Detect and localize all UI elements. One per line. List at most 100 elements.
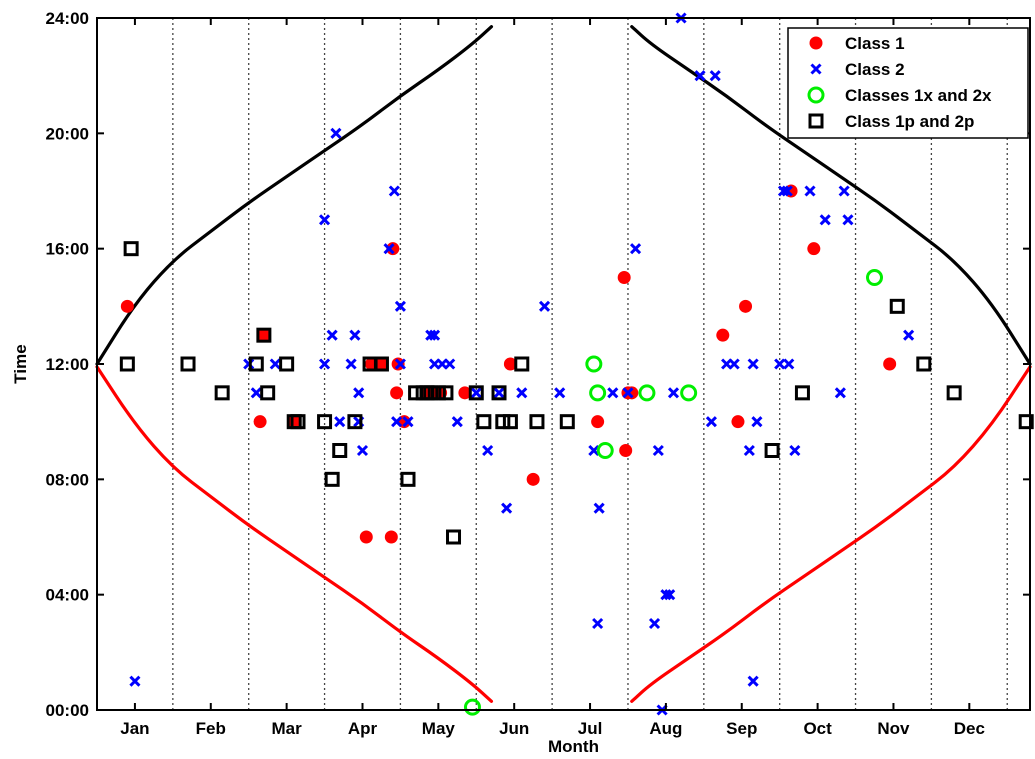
series-2-point xyxy=(394,358,406,370)
series-4-point xyxy=(946,385,962,401)
series-4-point xyxy=(794,385,810,401)
series-1-point xyxy=(120,299,134,313)
lower-left-red-curve xyxy=(95,365,494,703)
legend-marker-2 xyxy=(810,63,822,75)
series-4-point xyxy=(347,414,363,430)
series-2-point xyxy=(783,358,795,370)
upper-right-black-curve xyxy=(630,25,1032,366)
series-2-point xyxy=(493,387,505,399)
y-tick-label: 24:00 xyxy=(46,9,89,28)
series-2-point xyxy=(834,387,846,399)
x-tick-label: Jul xyxy=(578,719,603,738)
legend-label-2: Class 2 xyxy=(845,60,905,79)
series-1-point xyxy=(458,386,472,400)
series-2-point xyxy=(781,185,793,197)
series-4-point xyxy=(119,356,135,372)
series-2-point xyxy=(451,416,463,428)
legend-marker-3 xyxy=(807,86,825,104)
series-4-point xyxy=(529,414,545,430)
y-tick-label: 12:00 xyxy=(46,355,89,374)
series-1-point xyxy=(386,242,400,256)
series-3-point xyxy=(596,442,614,459)
y-tick-label: 20:00 xyxy=(46,124,89,143)
legend-label-3: Classes 1x and 2x xyxy=(845,86,992,105)
series-1-point xyxy=(591,415,605,429)
series-2-point xyxy=(747,358,759,370)
series-4-point xyxy=(916,356,932,372)
x-tick-label: Feb xyxy=(196,719,226,738)
series-1-point xyxy=(384,530,398,544)
series-3-point xyxy=(866,269,883,286)
x-tick-label: Sep xyxy=(726,719,757,738)
series-3-point xyxy=(589,384,607,402)
legend-marker-1 xyxy=(809,36,823,50)
series-2-point xyxy=(470,387,482,399)
series-2-point xyxy=(356,444,369,457)
series-2-point xyxy=(774,358,786,370)
series-4-point xyxy=(889,298,905,314)
x-tick-label: Apr xyxy=(348,719,378,738)
series-4-point xyxy=(248,356,264,372)
series-4-point xyxy=(290,414,306,430)
x-axis-title: Month xyxy=(548,737,599,756)
series-4-point xyxy=(123,241,139,257)
series-2-point xyxy=(777,185,790,197)
series-3-point xyxy=(680,384,698,402)
series-2-point xyxy=(728,358,740,370)
series-2-point xyxy=(804,185,816,197)
series-4-point xyxy=(324,471,340,487)
upper-left-black-curve xyxy=(95,25,494,366)
series-2-point xyxy=(402,416,414,428)
series-2-point xyxy=(588,444,600,457)
series-2-point xyxy=(709,70,721,82)
legend-label-4: Class 1p and 2p xyxy=(845,112,974,131)
series-2-point xyxy=(607,387,619,399)
series-2-point xyxy=(243,358,255,370)
series-4-point xyxy=(559,414,575,430)
series-1-point xyxy=(359,530,373,544)
series-1-point xyxy=(257,328,271,342)
series-4-point xyxy=(502,414,518,430)
series-1-point xyxy=(619,444,633,457)
x-tick-label: Oct xyxy=(803,719,832,738)
x-tick-label: Nov xyxy=(877,719,910,738)
series-2-point xyxy=(554,387,566,399)
series-1-point xyxy=(391,357,405,371)
x-tick-label: Dec xyxy=(954,719,985,738)
series-2-point xyxy=(326,329,338,341)
y-axis-title: Time xyxy=(11,344,30,383)
legend-label-1: Class 1 xyxy=(845,34,905,53)
series-4-point xyxy=(256,327,272,343)
series-1-point xyxy=(807,242,821,256)
series-2-point xyxy=(330,127,342,139)
series-2-point xyxy=(630,243,642,255)
series-2-point xyxy=(250,387,262,399)
series-4-point xyxy=(764,443,780,458)
legend-box xyxy=(787,27,1029,139)
series-2-point xyxy=(428,329,441,341)
series-2-point xyxy=(819,214,831,226)
series-3-point xyxy=(638,384,656,402)
legend: Class 1 Class 2 Classes 1x and 2x Class 1p … xyxy=(787,27,1029,139)
series-4-point xyxy=(468,385,484,401)
series-2-point xyxy=(652,444,664,457)
series-2-point xyxy=(394,300,406,312)
series-2-point xyxy=(664,589,676,601)
series-2-point xyxy=(353,387,365,399)
series-4-point xyxy=(373,356,389,372)
x-tick-label: Aug xyxy=(649,719,682,738)
y-tick-label: 00:00 xyxy=(46,701,89,720)
series-2-point xyxy=(383,243,395,255)
series-4-point xyxy=(332,443,348,458)
boundary-curves xyxy=(95,25,1032,703)
series-4-point xyxy=(279,356,295,372)
legend-marker-4 xyxy=(808,113,824,129)
x-tick-label: Mar xyxy=(272,719,303,738)
series-2-point xyxy=(622,387,634,399)
series-2-point xyxy=(648,617,661,630)
axis-ticks: Jan Feb Mar Apr May Jun Jul Aug Sep Oct Nov Dec 00:0… xyxy=(46,9,1030,738)
series-2-point xyxy=(667,387,680,399)
series-2-point xyxy=(129,675,141,687)
series-2-point xyxy=(349,329,361,341)
lower-right-red-curve xyxy=(630,365,1032,703)
